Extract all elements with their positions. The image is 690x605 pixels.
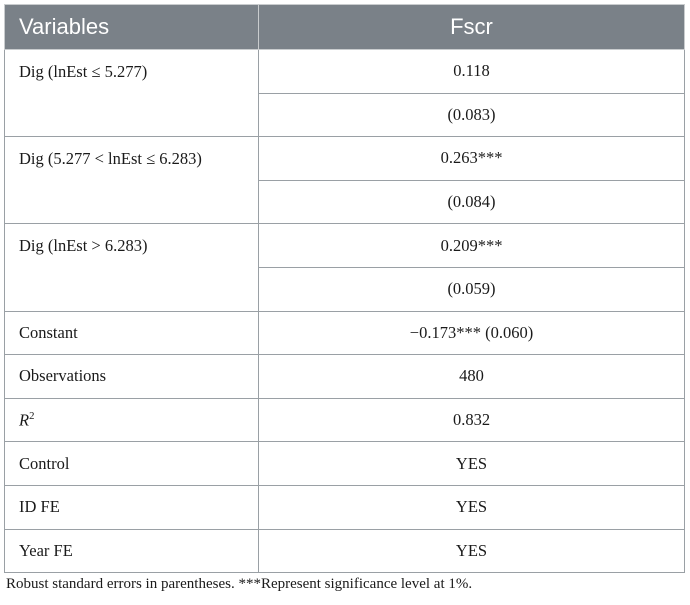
coef-dig-low: 0.118 xyxy=(258,49,685,94)
r-squared-symbol: R xyxy=(19,410,30,430)
table-row: Year FE YES xyxy=(4,528,685,574)
row-label-dig-low: Dig (lnEst ≤ 5.277) xyxy=(4,48,259,138)
table-body: Dig (lnEst ≤ 5.277) 0.118 (0.083) Dig (5… xyxy=(4,48,685,574)
value-year-fe: YES xyxy=(258,528,685,574)
table-row: Dig (lnEst > 6.283) 0.209*** xyxy=(4,223,685,312)
value-control: YES xyxy=(258,441,685,486)
table-row: Constant −0.173*** (0.060) xyxy=(4,310,685,356)
row-label-constant: Constant xyxy=(4,310,259,356)
header-dependent-variable: Fscr xyxy=(258,4,685,50)
row-label-r-squared: R2 xyxy=(4,397,259,443)
table-row: Dig (5.277 < lnEst ≤ 6.283) 0.263*** xyxy=(4,136,685,225)
value-r-squared: 0.832 xyxy=(258,397,685,443)
coef-dig-high: 0.209*** xyxy=(258,223,685,268)
table-header: Variables Fscr xyxy=(4,4,685,50)
row-label-observations: Observations xyxy=(4,354,259,399)
header-row: Variables Fscr xyxy=(4,4,685,50)
row-label-control: Control xyxy=(4,441,259,486)
value-constant: −0.173*** (0.060) xyxy=(258,310,685,356)
value-observations: 480 xyxy=(258,354,685,399)
table-row: R2 0.832 xyxy=(4,397,685,443)
row-label-dig-mid: Dig (5.277 < lnEst ≤ 6.283) xyxy=(4,136,259,225)
table-footnote: Robust standard errors in parentheses. *… xyxy=(6,576,473,592)
se-dig-low: (0.083) xyxy=(258,92,685,138)
table-row: Observations 480 xyxy=(4,354,685,399)
table-row: Control YES xyxy=(4,441,685,486)
se-dig-mid: (0.084) xyxy=(258,179,685,225)
table-row: ID FE YES xyxy=(4,484,685,530)
coef-dig-mid: 0.263*** xyxy=(258,136,685,181)
row-label-dig-high: Dig (lnEst > 6.283) xyxy=(4,223,259,312)
row-label-year-fe: Year FE xyxy=(4,528,259,574)
regression-results-table: Variables Fscr Dig (lnEst ≤ 5.277) 0.118… xyxy=(4,4,685,574)
value-id-fe: YES xyxy=(258,484,685,530)
se-dig-high: (0.059) xyxy=(258,266,685,312)
table-row: (0.083) xyxy=(5,92,685,138)
row-label-id-fe: ID FE xyxy=(4,484,259,530)
header-variables: Variables xyxy=(4,4,259,50)
table-row: Dig (lnEst ≤ 5.277) 0.118 xyxy=(4,48,685,138)
table-row: (0.084) xyxy=(5,179,685,225)
r-squared-exponent: 2 xyxy=(29,409,35,422)
